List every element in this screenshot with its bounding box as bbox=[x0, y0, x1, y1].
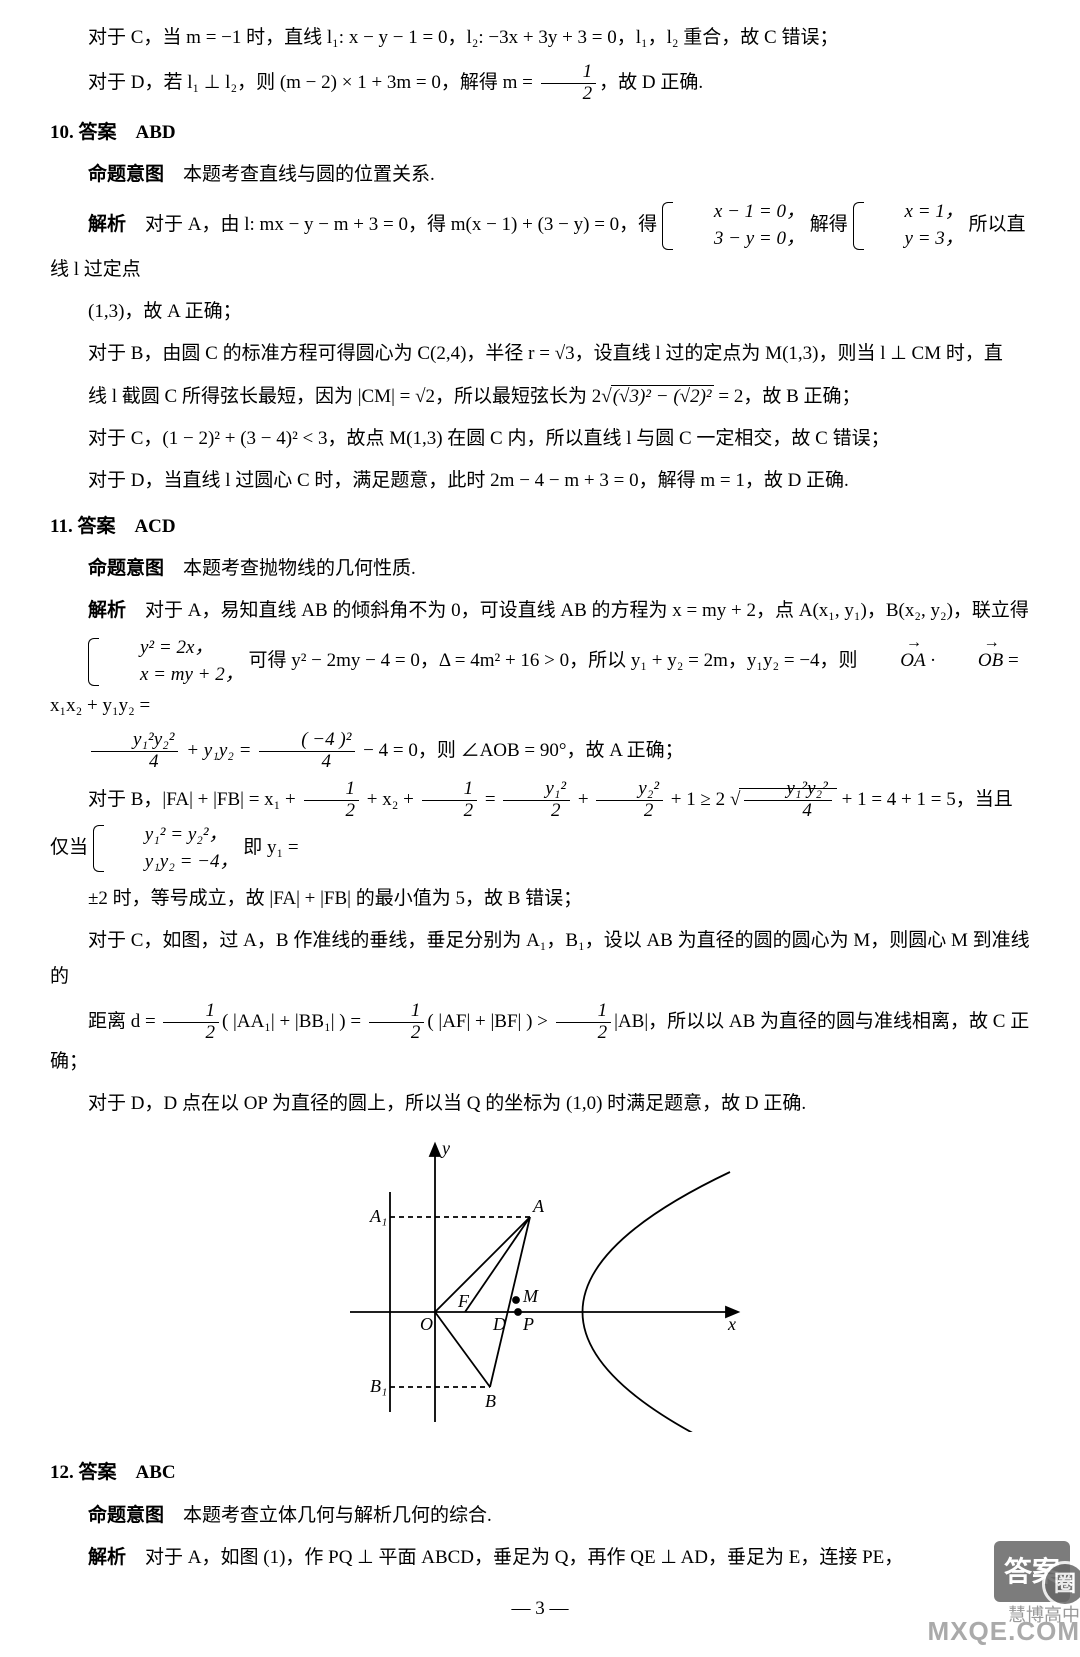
text: 对于 D，若 l₁ ⊥ l₂，则 (m − 2) × 1 + 3m = 0，解得… bbox=[88, 72, 538, 93]
sqrt-expr: (√3)² − (√2)² bbox=[611, 385, 714, 407]
brace-system: y₁² = y₂²， y₁y₂ = −4， bbox=[93, 822, 239, 875]
text: ( |AA₁| + |BB₁| ) = bbox=[222, 1011, 366, 1032]
topic: 命题意图 本题考查直线与圆的位置关系. bbox=[50, 157, 1030, 193]
text: − 4 = 0，则 ∠AOB = 90°，故 A 正确； bbox=[363, 740, 684, 761]
question-11-answer: 11. 答案 ACD bbox=[50, 509, 1030, 545]
text: 本题考查抛物线的几何性质. bbox=[164, 558, 416, 579]
text: 对于 A，易知直线 AB 的倾斜角不为 0，可设直线 AB 的方程为 x = m… bbox=[126, 600, 1029, 621]
label: 命题意图 bbox=[88, 1505, 164, 1526]
label-M: M bbox=[522, 1286, 539, 1306]
watermark-url: MXQE.COM bbox=[928, 1607, 1080, 1656]
fraction: 12 bbox=[163, 1001, 219, 1044]
text: + bbox=[573, 789, 593, 810]
label: 命题意图 bbox=[88, 164, 164, 185]
text-line: 对于 D，若 l₁ ⊥ l₂，则 (m − 2) × 1 + 3m = 0，解得… bbox=[50, 62, 1030, 105]
solution-line: (1,3)，故 A 正确； bbox=[50, 294, 1030, 330]
fraction: 12 bbox=[369, 1001, 425, 1044]
label-A: A bbox=[532, 1196, 545, 1216]
brace-system: x − 1 = 0， 3 − y = 0， bbox=[662, 199, 805, 252]
fraction: ( −4 )²4 bbox=[259, 730, 355, 773]
label-B: B bbox=[485, 1391, 496, 1411]
text: + x₂ + bbox=[362, 789, 419, 810]
text: 对于 A，由 l: mx − y − m + 3 = 0，得 m(x − 1) … bbox=[126, 214, 657, 235]
topic: 命题意图 本题考查立体几何与解析几何的综合. bbox=[50, 1498, 1030, 1534]
text-line: 对于 C，当 m = −1 时，直线 l₁: x − y − 1 = 0，l₂:… bbox=[50, 20, 1030, 56]
vector-OB: OB bbox=[940, 643, 1003, 679]
label: 解析 bbox=[88, 600, 126, 621]
solution-line: ±2 时，等号成立，故 |FA| + |FB| 的最小值为 5，故 B 错误； bbox=[50, 881, 1030, 917]
solution-line: 对于 B，由圆 C 的标准方程可得圆心为 C(2,4)，半径 r = √3，设直… bbox=[50, 336, 1030, 372]
text: ，故 D 正确. bbox=[599, 72, 703, 93]
text: 可得 y² − 2my − 4 = 0，Δ = 4m² + 16 > 0，所以 … bbox=[248, 650, 857, 671]
axis-label-y: y bbox=[440, 1138, 450, 1158]
label: 命题意图 bbox=[88, 558, 164, 579]
figure-svg: y x O A A₁ B B₁ F M P D bbox=[330, 1132, 750, 1432]
solution-line: 对于 C，(1 − 2)² + (3 − 4)² < 3，故点 M(1,3) 在… bbox=[50, 421, 1030, 457]
label-F: F bbox=[457, 1291, 470, 1311]
topic: 命题意图 本题考查抛物线的几何性质. bbox=[50, 551, 1030, 587]
question-12-answer: 12. 答案 ABC bbox=[50, 1455, 1030, 1491]
page-content: 对于 C，当 m = −1 时，直线 l₁: x − y − 1 = 0，l₂:… bbox=[0, 0, 1080, 1657]
label-A1: A₁ bbox=[369, 1206, 387, 1226]
axis-label-x: x bbox=[727, 1314, 736, 1334]
text: ( |AF| + |BF| ) > bbox=[427, 1011, 552, 1032]
label-P: P bbox=[522, 1314, 534, 1334]
brace-system: x = 1， y = 3， bbox=[853, 199, 964, 252]
solution-line: 解析 对于 A，易知直线 AB 的倾斜角不为 0，可设直线 AB 的方程为 x … bbox=[50, 593, 1030, 629]
text: 线 l 截圆 C 所得弦长最短，因为 |CM| = √2，所以最短弦长为 2 bbox=[88, 386, 601, 407]
fraction: y₁²y₂²4 bbox=[744, 779, 831, 822]
text: 对于 B，|FA| + |FB| = x₁ + bbox=[88, 789, 301, 810]
text: 对于 A，如图 (1)，作 PQ ⊥ 平面 ABCD，垂足为 Q，再作 QE ⊥… bbox=[126, 1547, 903, 1568]
solution-line: 对于 D，当直线 l 过圆心 C 时，满足题意，此时 2m − 4 − m + … bbox=[50, 463, 1030, 499]
solution-line: 距离 d = 12( |AA₁| + |BB₁| ) = 12( |AF| + … bbox=[50, 1001, 1030, 1080]
text: 本题考查立体几何与解析几何的综合. bbox=[164, 1505, 492, 1526]
solution-line: 线 l 截圆 C 所得弦长最短，因为 |CM| = √2，所以最短弦长为 2√(… bbox=[50, 379, 1030, 415]
fraction: y₁²y₂²4 bbox=[91, 730, 178, 773]
label-O: O bbox=[420, 1314, 433, 1334]
label-B1: B₁ bbox=[370, 1376, 387, 1396]
solution-line: 对于 C，如图，过 A，B 作准线的垂线，垂足分别为 A₁，B₁，设以 AB 为… bbox=[50, 923, 1030, 995]
solution-line: 解析 对于 A，由 l: mx − y − m + 3 = 0，得 m(x − … bbox=[50, 199, 1030, 288]
fraction: y₁²2 bbox=[503, 779, 570, 822]
text: = bbox=[480, 789, 500, 810]
question-10-answer: 10. 答案 ABD bbox=[50, 115, 1030, 151]
solution-line: y₁²y₂²4 + y₁y₂ = ( −4 )²4 − 4 = 0，则 ∠AOB… bbox=[50, 730, 1030, 773]
fraction: 12 bbox=[304, 779, 360, 822]
label-D: D bbox=[492, 1314, 506, 1334]
parabola-figure: y x O A A₁ B B₁ F M P D bbox=[50, 1132, 1030, 1445]
solution-line: y² = 2x， x = my + 2， 可得 y² − 2my − 4 = 0… bbox=[50, 635, 1030, 724]
text: 解得 bbox=[810, 214, 848, 235]
brace-system: y² = 2x， x = my + 2， bbox=[88, 635, 244, 688]
label: 解析 bbox=[88, 214, 126, 235]
fraction: 12 bbox=[422, 779, 478, 822]
text: 本题考查直线与圆的位置关系. bbox=[164, 164, 435, 185]
solution-line: 对于 D，D 点在以 OP 为直径的圆上，所以当 Q 的坐标为 (1,0) 时满… bbox=[50, 1086, 1030, 1122]
text: + 1 ≥ 2 bbox=[666, 789, 725, 810]
fraction: 12 bbox=[541, 62, 597, 105]
vector-OA: OA bbox=[862, 643, 925, 679]
text: = 2，故 B 正确； bbox=[714, 386, 861, 407]
text: 距离 d = bbox=[88, 1011, 160, 1032]
watermark: 答案 圈 慧博高中 MXQE.COM bbox=[880, 1537, 1080, 1657]
fraction: 12 bbox=[556, 1001, 612, 1044]
fraction: y₂²2 bbox=[596, 779, 663, 822]
text: 即 y₁ = bbox=[243, 837, 298, 858]
solution-line: 对于 B，|FA| + |FB| = x₁ + 12 + x₂ + 12 = y… bbox=[50, 779, 1030, 875]
label: 解析 bbox=[88, 1547, 126, 1568]
